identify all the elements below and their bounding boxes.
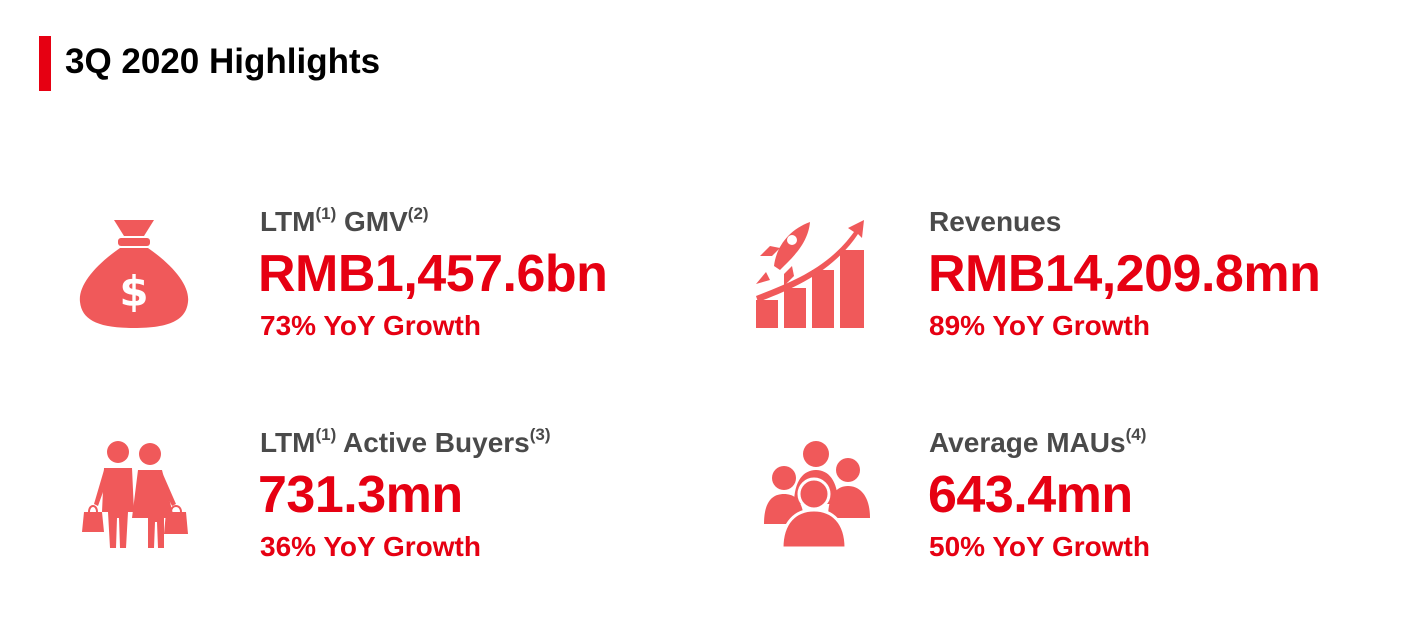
metric-value-active-buyers: 731.3mn [258, 466, 463, 524]
people-group-icon [760, 438, 874, 550]
metric-growth-revenues: 89% YoY Growth [929, 310, 1150, 341]
page-title: 3Q 2020 Highlights [65, 42, 381, 81]
metric-growth-maus: 50% YoY Growth [929, 531, 1150, 562]
money-bag-icon: $ [78, 214, 190, 330]
svg-text:$: $ [119, 267, 148, 316]
shoppers-icon [80, 438, 190, 550]
metric-label-maus: Average MAUs(4) [929, 425, 1147, 458]
metric-label-revenues: Revenues [929, 206, 1062, 237]
title-accent-bar [39, 36, 51, 91]
metric-value-maus: 643.4mn [928, 466, 1133, 524]
metric-growth-active-buyers: 36% YoY Growth [260, 531, 481, 562]
metric-label-gmv: LTM(1) GMV(2) [260, 204, 429, 237]
metric-value-gmv: RMB1,457.6bn [258, 245, 608, 303]
metric-label-active-buyers: LTM(1) Active Buyers(3) [260, 425, 551, 458]
metric-growth-gmv: 73% YoY Growth [260, 310, 481, 341]
metric-value-revenues: RMB14,209.8mn [928, 245, 1321, 303]
rocket-growth-chart-icon [752, 212, 868, 332]
